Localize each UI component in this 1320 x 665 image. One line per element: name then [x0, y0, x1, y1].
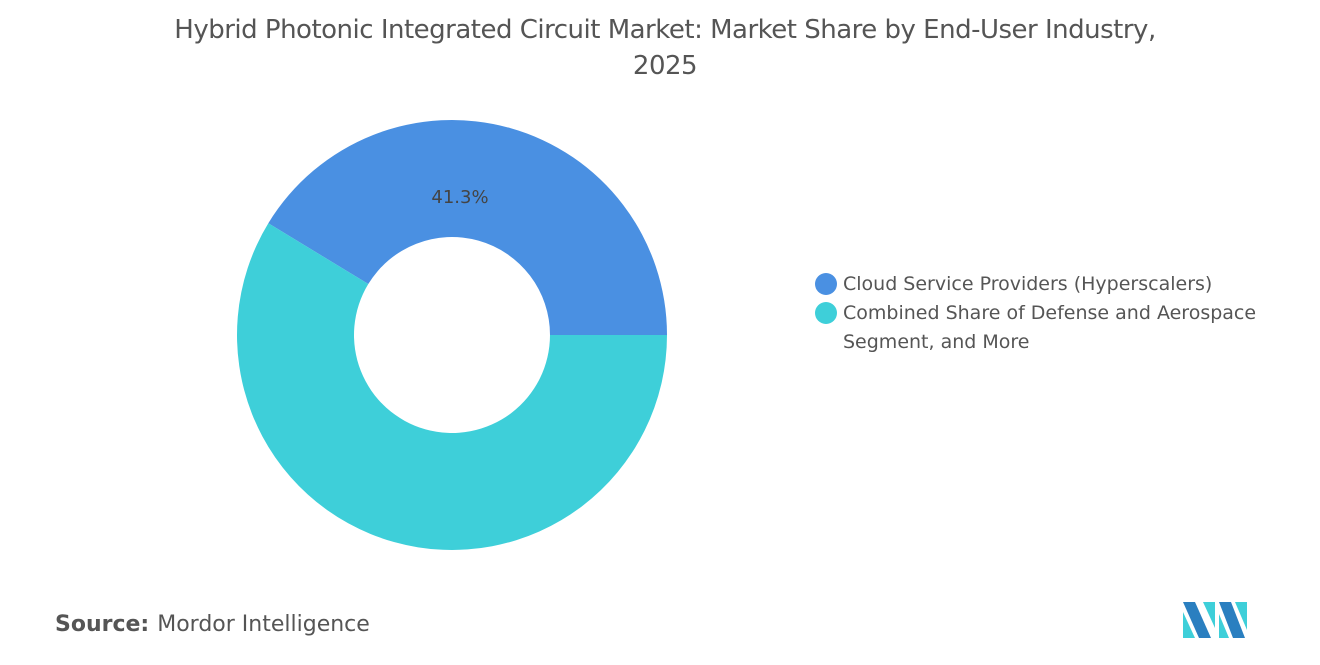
donut-slice-0[interactable]	[268, 119, 667, 335]
donut-slice-1[interactable]	[237, 223, 667, 551]
mordor-logo-icon	[1183, 602, 1247, 638]
source-value: Mordor Intelligence	[157, 612, 370, 637]
legend-marker	[815, 273, 837, 295]
legend: Cloud Service Providers (Hyperscalers) C…	[815, 270, 1295, 357]
legend-item-cloud[interactable]: Cloud Service Providers (Hyperscalers)	[815, 270, 1295, 299]
legend-label: Combined Share of Defense and Aerospace …	[843, 302, 1257, 353]
legend-label: Cloud Service Providers (Hyperscalers)	[843, 273, 1213, 295]
legend-marker	[815, 302, 837, 324]
source-label: Source:	[55, 612, 150, 637]
chart-title: Hybrid Photonic Integrated Circuit Marke…	[174, 15, 1156, 81]
legend-item-combined[interactable]: Combined Share of Defense and Aerospace …	[815, 299, 1295, 357]
source-note: Source: Mordor Intelligence	[55, 612, 370, 637]
data-label-0: 41.3%	[431, 187, 488, 208]
